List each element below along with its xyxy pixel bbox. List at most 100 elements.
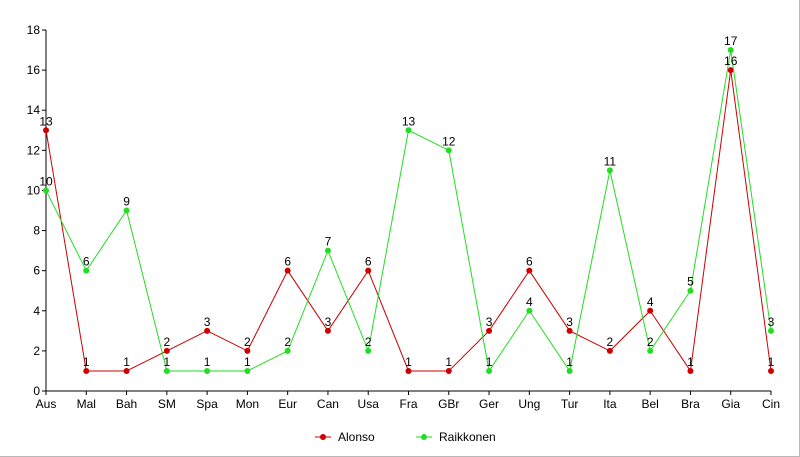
data-point xyxy=(43,127,49,134)
y-tick-label: 4 xyxy=(33,304,40,318)
x-tick-label: Mon xyxy=(236,397,259,411)
data-point xyxy=(486,367,493,374)
data-label: 12 xyxy=(442,134,456,148)
x-tick-label: Can xyxy=(317,397,339,411)
data-label: 1 xyxy=(687,355,694,369)
data-label: 2 xyxy=(163,335,170,349)
x-tick-label: Bra xyxy=(681,397,700,411)
data-label: 4 xyxy=(526,295,533,309)
data-point xyxy=(83,267,90,274)
data-label: 2 xyxy=(365,335,372,349)
y-tick-label: 18 xyxy=(27,23,41,37)
data-point xyxy=(204,367,211,374)
data-label: 1 xyxy=(204,355,211,369)
data-label: 13 xyxy=(39,114,53,128)
x-tick-label: Usa xyxy=(358,397,380,411)
data-label: 2 xyxy=(647,335,654,349)
data-label: 2 xyxy=(607,335,614,349)
data-point xyxy=(284,267,291,274)
legend-swatch-marker xyxy=(320,434,326,440)
data-point xyxy=(606,347,613,354)
data-label: 1 xyxy=(244,355,251,369)
x-tick-label: Fra xyxy=(400,397,418,411)
data-label: 3 xyxy=(204,315,211,329)
data-label: 2 xyxy=(244,335,251,349)
data-point xyxy=(687,287,694,294)
data-point xyxy=(123,367,130,374)
data-label: 1 xyxy=(566,355,573,369)
data-point xyxy=(405,367,412,374)
x-tick-label: Gia xyxy=(721,397,740,411)
data-label: 1 xyxy=(486,355,493,369)
y-tick-label: 12 xyxy=(27,143,41,157)
data-point xyxy=(768,327,774,334)
data-point xyxy=(244,367,251,374)
data-point xyxy=(606,167,613,174)
data-point xyxy=(43,187,49,194)
y-tick-label: 6 xyxy=(33,264,40,278)
data-point xyxy=(445,367,452,374)
x-tick-label: Spa xyxy=(196,397,218,411)
data-label: 13 xyxy=(402,114,416,128)
x-tick-label: Ita xyxy=(603,397,617,411)
data-label: 5 xyxy=(687,275,694,289)
data-label: 4 xyxy=(647,295,654,309)
y-tick-label: 14 xyxy=(27,103,41,117)
x-tick-label: Ung xyxy=(518,397,540,411)
y-tick-label: 10 xyxy=(27,183,41,197)
data-label: 3 xyxy=(325,315,332,329)
x-tick-label: GBr xyxy=(438,397,459,411)
data-point xyxy=(445,147,452,154)
data-label: 1 xyxy=(83,355,90,369)
data-point xyxy=(365,267,372,274)
data-point xyxy=(768,367,774,374)
data-label: 6 xyxy=(284,255,291,269)
x-tick-label: Tur xyxy=(561,397,579,411)
data-point xyxy=(526,267,533,274)
legend-label: Alonso xyxy=(338,430,375,444)
data-label: 6 xyxy=(365,255,372,269)
data-label: 1 xyxy=(163,355,170,369)
data-label: 1 xyxy=(123,355,130,369)
data-label: 11 xyxy=(604,154,617,168)
data-point xyxy=(244,347,251,354)
y-tick-label: 2 xyxy=(33,344,40,358)
data-label: 10 xyxy=(39,174,53,188)
data-point xyxy=(647,307,654,314)
data-label: 3 xyxy=(768,315,775,329)
data-point xyxy=(123,207,130,214)
x-tick-label: Eur xyxy=(278,397,297,411)
x-tick-label: Ger xyxy=(479,397,499,411)
data-point xyxy=(405,127,412,134)
data-point xyxy=(727,67,734,74)
data-point xyxy=(526,307,533,314)
data-point xyxy=(566,327,573,334)
x-tick-label: Bel xyxy=(641,397,658,411)
data-point xyxy=(324,327,331,334)
x-tick-label: Bah xyxy=(116,397,137,411)
data-point xyxy=(365,347,372,354)
y-tick-label: 8 xyxy=(33,224,40,238)
legend-label: Raikkonen xyxy=(439,430,496,444)
data-label: 1 xyxy=(768,355,775,369)
data-label: 16 xyxy=(724,54,738,68)
data-label: 6 xyxy=(83,255,90,269)
data-point xyxy=(204,327,211,334)
data-point xyxy=(647,347,654,354)
data-point xyxy=(324,247,331,254)
data-point xyxy=(83,367,90,374)
legend-swatch-marker xyxy=(421,434,427,440)
data-point xyxy=(727,47,734,54)
data-label: 6 xyxy=(526,255,533,269)
x-tick-label: SM xyxy=(158,397,176,411)
data-label: 2 xyxy=(284,335,291,349)
data-point xyxy=(687,367,694,374)
x-tick-label: Aus xyxy=(36,397,57,411)
data-point xyxy=(566,367,573,374)
data-point xyxy=(486,327,493,334)
data-point xyxy=(163,367,170,374)
y-tick-label: 16 xyxy=(27,63,41,77)
series-line-raikkonen xyxy=(45,49,772,373)
